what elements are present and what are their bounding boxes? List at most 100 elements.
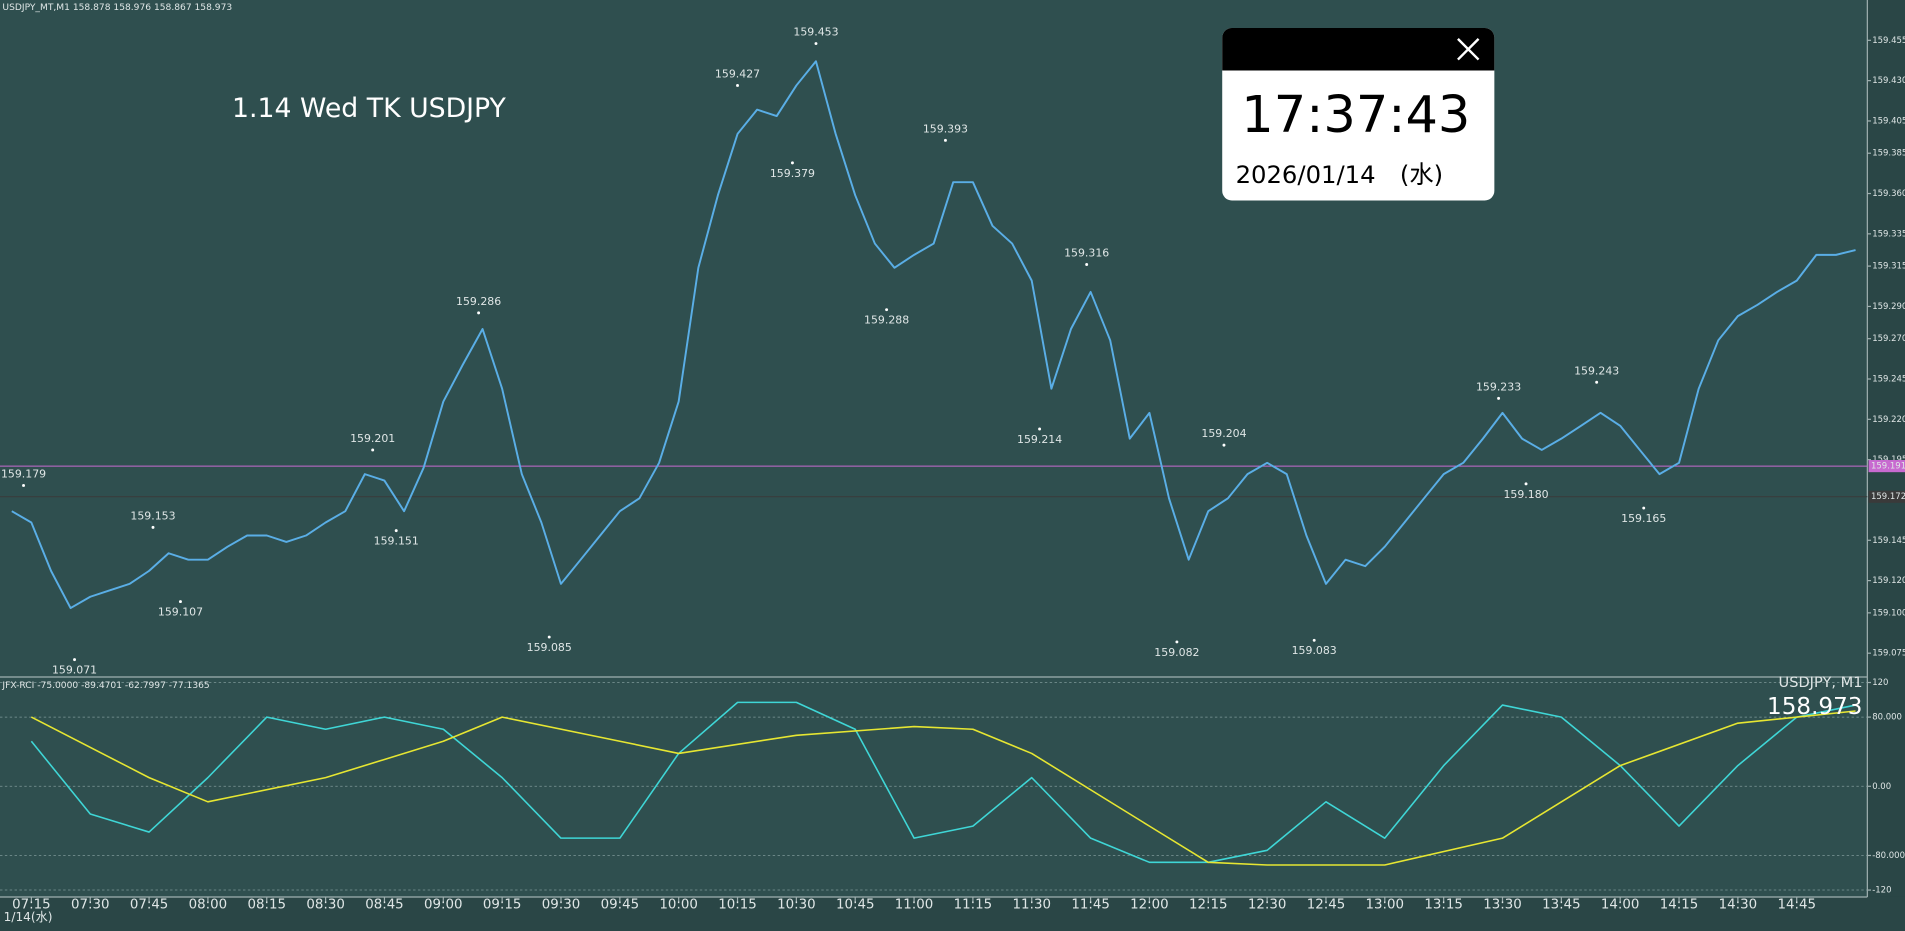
- x-tick-label: 12:00: [1130, 897, 1168, 912]
- annotation-point: [73, 658, 76, 662]
- time-axis: [0, 896, 1905, 931]
- annotation-label: 159.085: [527, 641, 572, 654]
- clock-body: [1222, 27, 1495, 201]
- annotation-point: [1312, 638, 1316, 642]
- y-tick-label: 159.075: [1872, 649, 1905, 659]
- annotation-label: 159.393: [923, 122, 968, 135]
- y-tick-label: 159.120: [1872, 576, 1905, 586]
- annotation-point: [547, 635, 551, 639]
- clock-date: 2026/01/14 (水): [1236, 160, 1444, 189]
- y-tick-label: 120: [1872, 678, 1888, 688]
- annotation-point: [1222, 443, 1226, 447]
- y-tick-label: 159.270: [1872, 334, 1905, 344]
- annotation-point: [790, 161, 794, 165]
- annotation-label: 159.243: [1574, 364, 1619, 377]
- x-tick-label: 13:30: [1483, 897, 1521, 912]
- x-tick-label: 09:00: [424, 897, 462, 912]
- annotation-label: 159.214: [1017, 433, 1062, 446]
- annotation-label: 159.453: [793, 26, 838, 39]
- price-axis: [1867, 0, 1905, 897]
- annotation-label: 159.316: [1064, 247, 1109, 260]
- close-button[interactable]: [1457, 38, 1480, 61]
- y-tick-label: 159.455: [1872, 36, 1905, 46]
- x-tick-label: 13:15: [1424, 897, 1462, 912]
- annotation-label: 159.233: [1476, 380, 1521, 393]
- annotation-label: 159.427: [715, 68, 760, 81]
- annotation-label: 159.107: [158, 606, 203, 619]
- data-line: [11, 60, 1856, 610]
- x-tick-label: 14:00: [1601, 897, 1639, 912]
- price-tag-label: 159.191: [1871, 462, 1905, 472]
- annotation-label: 159.071: [52, 664, 97, 677]
- y-tick-label: 159.405: [1872, 116, 1905, 126]
- annotation-point: [394, 529, 398, 533]
- annotation-label: 159.179: [1, 468, 46, 481]
- y-tick-label: 80.000: [1872, 713, 1902, 723]
- annotation-label: 159.083: [1292, 644, 1337, 657]
- x-tick-label: 11:45: [1071, 897, 1109, 912]
- last-price: 158.973: [1767, 694, 1862, 720]
- x-tick-label: 14:15: [1660, 897, 1698, 912]
- data-line: [30, 710, 1856, 866]
- x-tick-label: 09:45: [601, 897, 639, 912]
- x-tick-label: 10:15: [718, 897, 756, 912]
- annotation-point: [1085, 263, 1089, 266]
- annotation-point: [814, 42, 818, 46]
- y-tick-label: 159.100: [1872, 608, 1905, 618]
- x-tick-label: 14:45: [1777, 897, 1815, 912]
- y-tick-label: 159.290: [1872, 302, 1905, 312]
- clock-header: [1222, 27, 1495, 71]
- annotation-point: [151, 525, 155, 529]
- annotation-point: [1595, 380, 1599, 384]
- x-tick-label: 08:15: [248, 897, 286, 912]
- annotation-label: 159.180: [1503, 488, 1548, 501]
- x-tick-label: 10:45: [836, 897, 874, 912]
- data-line: [30, 701, 1856, 864]
- annotation-point: [371, 448, 375, 452]
- x-tick-label: 08:45: [365, 897, 403, 912]
- x-tick-label: 09:15: [483, 897, 521, 912]
- x-tick-label: 14:30: [1719, 897, 1757, 912]
- annotation-point: [1524, 482, 1528, 486]
- annotation-point: [943, 138, 947, 142]
- y-tick-label: 159.315: [1872, 262, 1905, 272]
- y-tick-label: 159.385: [1872, 149, 1905, 159]
- y-tick-label: 159.360: [1872, 189, 1905, 199]
- price-tag: [1868, 490, 1905, 503]
- x-tick-label: 10:00: [659, 897, 697, 912]
- y-tick-label: 159.430: [1872, 76, 1905, 86]
- annotation-point: [1497, 396, 1501, 400]
- annotation-label: 159.082: [1154, 646, 1199, 659]
- overlay-title: 1.14 Wed TK USDJPY: [232, 93, 507, 124]
- annotation-point: [1175, 640, 1179, 644]
- annotation-label: 159.204: [1201, 427, 1246, 440]
- x-tick-label: 08:30: [306, 897, 344, 912]
- y-tick-label: 159.220: [1872, 415, 1905, 425]
- date-label: 1/14(水): [4, 910, 53, 924]
- clock-popup: 17:37:43 2026/01/14 (水): [1222, 27, 1495, 201]
- x-tick-label: 07:45: [130, 897, 168, 912]
- x-tick-label: 12:15: [1189, 897, 1227, 912]
- annotation-label: 159.151: [374, 535, 419, 548]
- x-tick-label: 11:30: [1012, 897, 1050, 912]
- annotation-point: [178, 600, 182, 604]
- annotation-label: 159.153: [130, 509, 175, 522]
- symbol-period: USDJPY, M1: [1779, 674, 1863, 691]
- y-tick-label: -120: [1872, 886, 1891, 896]
- annotation-point: [1038, 427, 1042, 431]
- x-tick-label: 12:30: [1248, 897, 1286, 912]
- annotation-point: [477, 311, 481, 315]
- annotation-label: 159.379: [770, 167, 815, 180]
- annotation-point: [885, 308, 889, 312]
- annotation-label: 159.286: [456, 295, 501, 308]
- clock-time: 17:37:43: [1241, 86, 1470, 145]
- annotation-point: [22, 483, 25, 487]
- annotation-label: 159.288: [864, 314, 909, 327]
- x-tick-label: 10:30: [777, 897, 815, 912]
- y-tick-label: 159.335: [1872, 229, 1905, 239]
- x-tick-label: 09:30: [542, 897, 580, 912]
- annotation-point: [1642, 506, 1646, 510]
